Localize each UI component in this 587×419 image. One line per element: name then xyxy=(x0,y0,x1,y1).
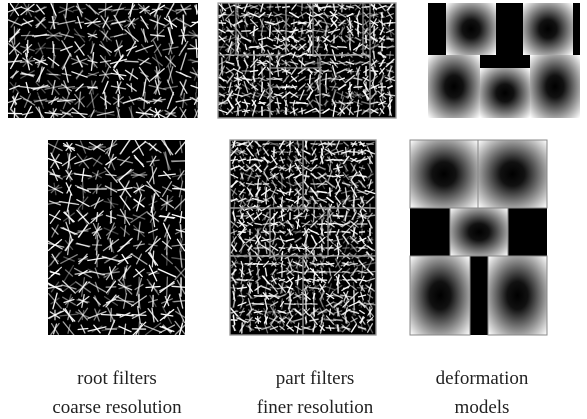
gradient-stroke xyxy=(295,168,301,169)
caption-subtitle: models xyxy=(455,397,510,418)
gradient-stroke xyxy=(254,160,263,161)
gradient-stroke xyxy=(250,237,251,242)
gradient-stroke xyxy=(218,23,225,24)
gradient-stroke xyxy=(334,144,343,145)
gradient-stroke xyxy=(258,317,259,324)
gradient-stroke xyxy=(279,144,284,145)
deform-cell xyxy=(488,256,547,335)
gradient-stroke xyxy=(231,320,236,321)
gradient-stroke xyxy=(334,232,343,233)
deform-cell xyxy=(478,140,547,208)
gradient-stroke xyxy=(131,106,132,120)
deform-cell xyxy=(410,256,470,335)
gradient-stroke xyxy=(343,272,349,273)
deformation-top xyxy=(428,3,580,118)
gradient-stroke xyxy=(47,48,61,49)
gradient-stroke xyxy=(271,144,278,145)
caption-title: deformation xyxy=(436,368,529,389)
gradient-stroke xyxy=(105,56,106,66)
deform-cell xyxy=(480,68,530,118)
gradient-stroke xyxy=(167,253,168,265)
gradient-stroke xyxy=(274,275,275,286)
captions: root filters coarse resolution part filt… xyxy=(52,368,529,418)
gradient-stroke xyxy=(75,22,83,23)
gradient-stroke xyxy=(343,280,349,281)
deform-cell xyxy=(450,208,508,256)
gradient-stroke xyxy=(319,152,325,153)
deform-cell xyxy=(428,55,480,118)
caption-title: root filters xyxy=(77,368,157,389)
gradient-stroke xyxy=(132,315,146,316)
gradient-stroke xyxy=(351,144,356,145)
gradient-stroke xyxy=(274,220,275,229)
figure: root filters coarse resolution part filt… xyxy=(0,0,587,419)
gradient-stroke xyxy=(341,216,351,217)
gradient-stroke xyxy=(255,224,260,225)
gradient-stroke xyxy=(330,229,331,235)
gradient-stroke xyxy=(322,95,329,96)
deform-cell xyxy=(410,140,478,208)
filter-images xyxy=(6,1,396,338)
gradient-stroke xyxy=(242,213,243,218)
gradient-stroke xyxy=(313,63,323,64)
gradient-stroke xyxy=(219,87,226,88)
gradient-stroke xyxy=(326,26,327,36)
caption-subtitle: finer resolution xyxy=(257,397,374,418)
gradient-stroke xyxy=(157,31,158,40)
gradient-stroke xyxy=(314,300,315,309)
gradient-stroke xyxy=(370,157,371,164)
gradient-stroke xyxy=(330,87,338,88)
gradient-stroke xyxy=(258,103,266,104)
gradient-stroke xyxy=(97,185,98,193)
gradient-stroke xyxy=(318,192,326,193)
gradient-stroke xyxy=(326,81,327,92)
gradient-stroke xyxy=(279,248,285,249)
gradient-stroke xyxy=(310,75,311,83)
deform-cell xyxy=(446,3,496,55)
gradient-stroke xyxy=(131,84,132,92)
gradient-stroke xyxy=(269,264,278,265)
gradient-stroke xyxy=(250,157,251,164)
gradient-stroke xyxy=(252,47,257,48)
deform-cell xyxy=(530,55,580,118)
gradient-stroke xyxy=(27,40,28,56)
gradient-stroke xyxy=(379,47,386,48)
caption-subtitle: coarse resolution xyxy=(52,397,182,418)
gradient-stroke xyxy=(334,272,343,273)
gradient-stroke xyxy=(262,67,263,75)
gradient-stroke xyxy=(310,42,311,52)
gradient-stroke xyxy=(276,7,281,8)
gradient-stroke xyxy=(285,304,295,305)
gradient-stroke xyxy=(297,95,307,96)
gradient-stroke xyxy=(267,15,273,16)
gradient-stroke xyxy=(238,12,239,18)
gradient-stroke xyxy=(230,200,238,201)
gradient-stroke xyxy=(105,2,106,17)
gradient-stroke xyxy=(339,47,346,48)
gradient-stroke xyxy=(258,267,259,278)
gradient-stroke xyxy=(111,309,112,322)
gradient-stroke xyxy=(287,192,293,193)
caption-title: part filters xyxy=(276,368,355,389)
gradient-stroke xyxy=(250,269,251,274)
gradient-stroke xyxy=(255,328,261,329)
deformation-bottom xyxy=(410,140,547,335)
deform-cell xyxy=(523,3,573,55)
